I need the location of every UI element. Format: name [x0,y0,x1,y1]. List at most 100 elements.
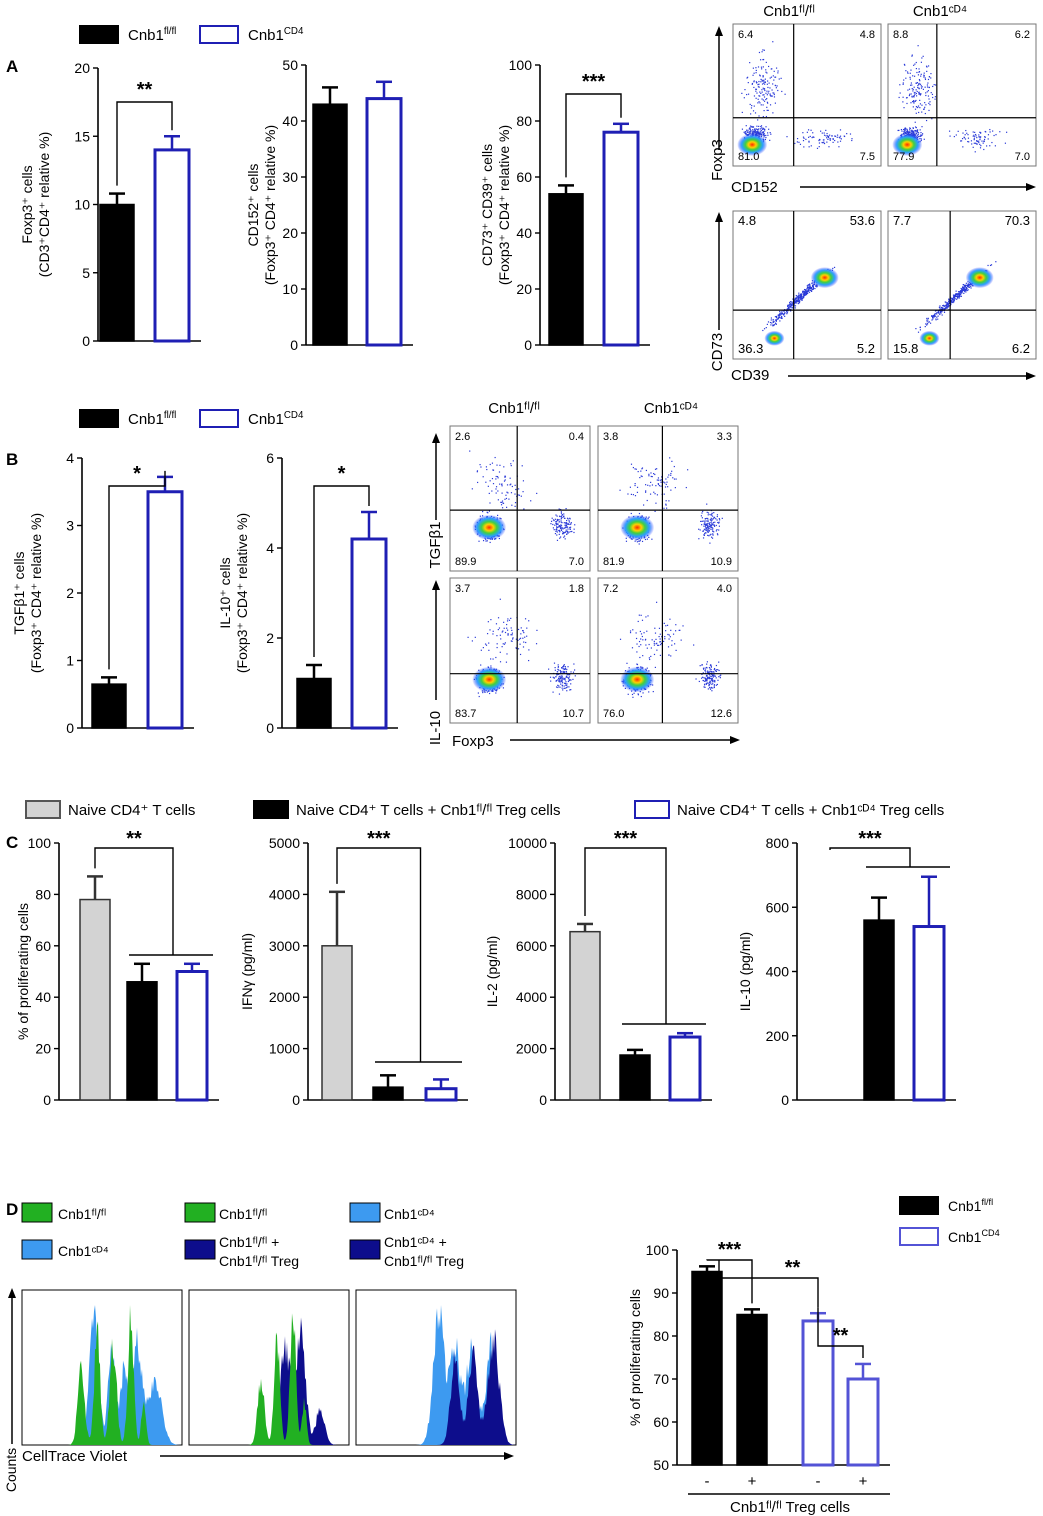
event-dot [832,138,834,140]
event-dot [706,680,708,682]
event-dot [939,313,941,316]
event-dot [625,537,627,539]
significance-label: ** [137,79,153,101]
event-dot [641,467,644,469]
event-dot [979,138,981,141]
hist-y-label: Counts [3,1448,19,1492]
event-dot [709,542,711,544]
event-dot [761,89,763,91]
event-dot [698,538,700,540]
event-dot [561,676,563,678]
y-axis-label: IL-2 (pg/ml) [484,936,500,1008]
event-dot [800,294,802,296]
event-dot [918,135,920,138]
event-dot [699,529,701,531]
event-dot [934,313,936,315]
event-dot [555,676,557,678]
event-dot [914,130,917,132]
event-dot [478,540,480,542]
event-dot [659,479,661,481]
event-dot [712,529,714,531]
event-dot [706,682,708,684]
event-dot [719,519,721,521]
event-dot [907,72,909,74]
event-dot [794,300,796,302]
event-dot [912,100,915,102]
event-dot [797,302,799,305]
event-dot [812,132,814,134]
event-dot [673,478,676,480]
event-dot [915,133,918,135]
event-dot [498,627,501,629]
y-axis-label: IL-10⁺ cells [217,557,233,628]
event-dot [902,101,904,103]
event-dot [926,323,928,325]
event-dot [766,90,768,92]
y-tick-label: 2 [266,630,274,646]
event-dot [627,693,629,695]
significance-bracket [829,847,911,867]
event-dot [710,519,712,521]
event-dot [979,131,982,134]
event-dot [702,680,705,682]
event-dot [629,486,631,488]
event-dot [634,540,636,542]
event-dot [711,513,713,515]
quadrant-value: 4.8 [860,29,875,41]
event-dot [760,78,762,81]
event-dot [563,513,565,515]
event-dot [741,92,743,94]
event-dot [563,665,565,667]
event-dot [619,638,622,640]
event-dot [923,138,925,140]
event-dot [758,80,760,83]
event-dot [554,524,556,526]
event-dot [556,523,558,525]
event-dot [898,129,900,132]
quadrant-value: 10.7 [563,708,584,720]
significance-bracket [584,847,667,1024]
event-dot [760,92,762,94]
event-dot [558,680,560,683]
event-dot [567,528,569,530]
event-dot [566,523,568,525]
event-dot [515,638,517,640]
event-dot [839,137,841,139]
event-dot [960,292,962,294]
event-dot [570,522,572,524]
event-dot [564,682,567,685]
event-dot [849,133,852,135]
event-dot [569,526,572,528]
event-dot [915,127,917,129]
event-dot [789,305,792,307]
event-dot [658,635,660,638]
event-dot [718,661,720,663]
event-dot [912,106,914,108]
event-dot [958,291,960,293]
event-dot [574,524,576,526]
event-dot [761,51,763,53]
event-dot [759,95,761,97]
event-dot [640,470,642,472]
event-dot [496,464,498,466]
event-dot [834,135,837,137]
event-dot [832,138,834,141]
event-dot [812,284,814,286]
event-dot [918,92,920,94]
event-dot [987,138,989,140]
event-dot [558,525,560,527]
y-tick-label: 10 [282,281,298,297]
event-dot [958,297,961,299]
event-dot [776,318,778,320]
event-dot [915,129,917,132]
event-dot [744,89,746,91]
event-dot [979,143,981,146]
quadrant-value: 1.8 [569,583,584,595]
event-dot [825,135,827,137]
event-dot [909,78,911,80]
event-dot [960,140,963,142]
significance-bracket [565,93,622,178]
event-dot [711,523,714,525]
event-dot [654,510,656,512]
event-dot [746,77,748,79]
